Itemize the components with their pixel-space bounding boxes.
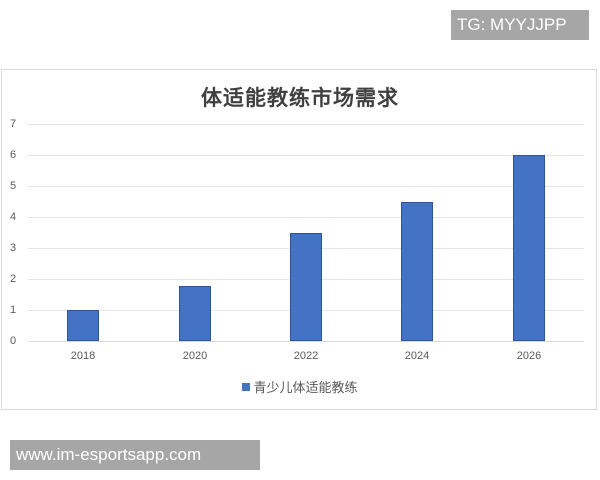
x-tick-2020: 2020	[182, 350, 208, 362]
gridline-0	[28, 341, 584, 342]
watermark-tg: TG: MYYJJPP	[451, 10, 589, 40]
y-tick-4: 4	[9, 211, 17, 223]
bar-2022	[290, 233, 322, 341]
bar-2024	[401, 202, 433, 341]
gridline-4	[28, 217, 584, 218]
y-tick-3: 3	[9, 242, 17, 254]
bar-2020	[179, 286, 211, 341]
legend-swatch-icon	[242, 383, 251, 391]
legend: 青少儿体适能教练	[0, 381, 600, 397]
watermark-url: www.im-esportsapp.com	[10, 440, 260, 470]
x-tick-2022: 2022	[293, 350, 319, 362]
x-tick-2024: 2024	[404, 350, 430, 362]
y-tick-6: 6	[9, 149, 17, 161]
chart-title: 体适能教练市场需求	[201, 86, 399, 110]
x-tick-2026: 2026	[516, 350, 542, 362]
gridline-5	[28, 186, 584, 187]
bar-2018	[67, 310, 99, 341]
y-tick-0: 0	[9, 335, 17, 347]
y-tick-2: 2	[9, 273, 17, 285]
y-tick-1: 1	[9, 304, 17, 316]
x-tick-2018: 2018	[70, 350, 96, 362]
gridline-7	[28, 124, 584, 125]
legend-label: 青少儿体适能教练	[253, 381, 358, 396]
y-tick-5: 5	[9, 180, 17, 192]
y-tick-7: 7	[9, 118, 17, 130]
gridline-6	[28, 155, 584, 156]
bar-2026	[513, 155, 545, 341]
